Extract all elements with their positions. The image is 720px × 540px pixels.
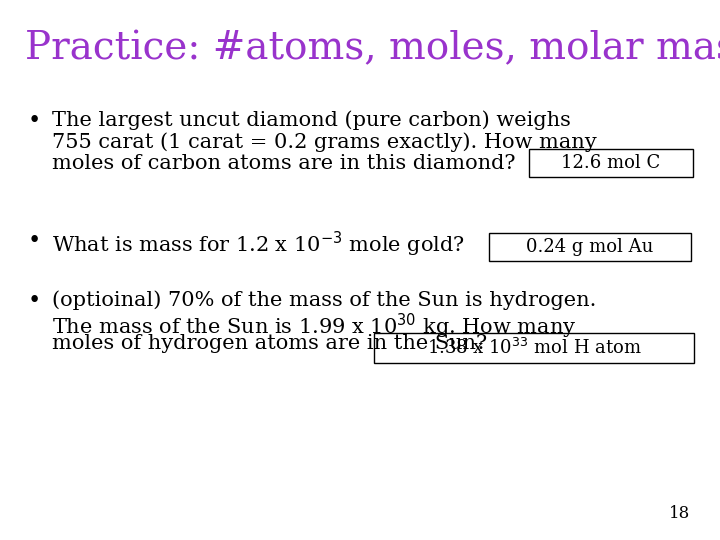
Text: Practice: #atoms, moles, molar mass: Practice: #atoms, moles, molar mass: [25, 30, 720, 67]
FancyBboxPatch shape: [489, 233, 691, 261]
Text: 18: 18: [670, 505, 690, 522]
Text: •: •: [28, 110, 41, 132]
Text: •: •: [28, 290, 41, 312]
Text: 1.38 x 10$^{33}$ mol H atom: 1.38 x 10$^{33}$ mol H atom: [426, 338, 642, 358]
Text: moles of carbon atoms are in this diamond?: moles of carbon atoms are in this diamon…: [52, 154, 516, 173]
Text: •: •: [28, 230, 41, 252]
Text: The mass of the Sun is 1.99 x 10$^{30}$ kg. How many: The mass of the Sun is 1.99 x 10$^{30}$ …: [52, 312, 577, 341]
Text: What is mass for 1.2 x 10$^{-3}$ mole gold?: What is mass for 1.2 x 10$^{-3}$ mole go…: [52, 230, 465, 259]
Text: moles of hydrogen atoms are in the Sun?: moles of hydrogen atoms are in the Sun?: [52, 334, 487, 353]
Text: 755 carat (1 carat = 0.2 grams exactly). How many: 755 carat (1 carat = 0.2 grams exactly).…: [52, 132, 597, 152]
Text: 0.24 g mol Au: 0.24 g mol Au: [526, 238, 654, 256]
FancyBboxPatch shape: [529, 149, 693, 177]
Text: The largest uncut diamond (pure carbon) weighs: The largest uncut diamond (pure carbon) …: [52, 110, 571, 130]
Text: (optioinal) 70% of the mass of the Sun is hydrogen.: (optioinal) 70% of the mass of the Sun i…: [52, 290, 596, 309]
Text: 12.6 mol C: 12.6 mol C: [562, 154, 661, 172]
FancyBboxPatch shape: [374, 333, 694, 363]
